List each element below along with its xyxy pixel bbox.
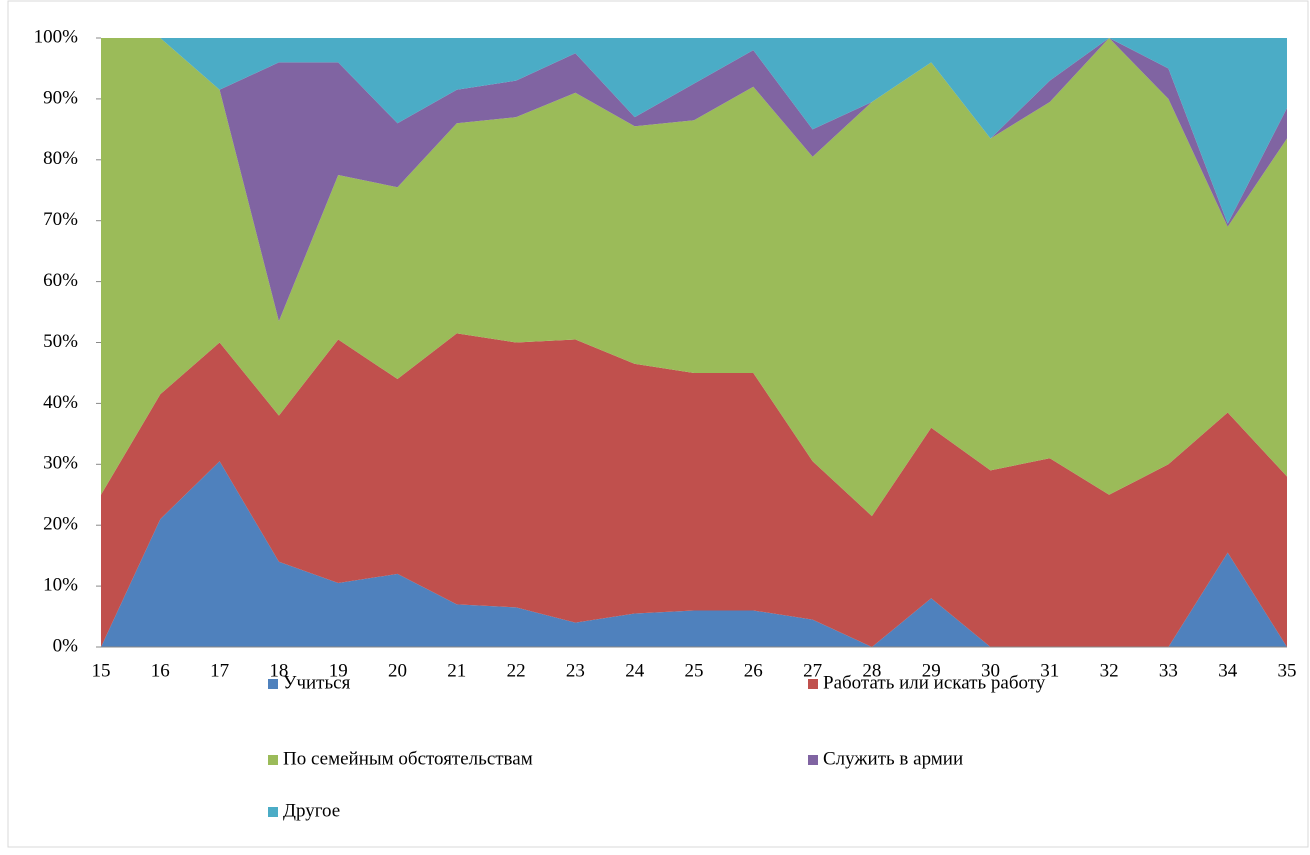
legend-label: Учиться (283, 672, 351, 693)
area (101, 38, 1287, 517)
legend-swatch (268, 807, 278, 817)
legend-swatch (268, 755, 278, 765)
x-tick-label: 32 (1100, 660, 1119, 681)
y-tick-label: 0% (53, 635, 79, 656)
area (101, 333, 1287, 647)
y-tick-label: 80% (43, 148, 78, 169)
y-tick-label: 70% (43, 209, 78, 230)
x-tick-label: 23 (566, 660, 585, 681)
area (101, 461, 1287, 647)
legend-label: Служить в армии (823, 748, 963, 769)
x-tick-label: 18 (269, 660, 288, 681)
y-tick-label: 20% (43, 514, 78, 535)
x-tick-label: 26 (744, 660, 763, 681)
x-tick-label: 27 (803, 660, 822, 681)
area (101, 38, 1287, 224)
x-tick-label: 35 (1278, 660, 1297, 681)
x-tick-label: 30 (981, 660, 1000, 681)
y-tick-label: 100% (34, 26, 79, 47)
y-tick-label: 10% (43, 574, 78, 595)
legend-label: Работать или искать работу (823, 672, 1046, 693)
legend-swatch (268, 679, 278, 689)
legend-swatch (808, 679, 818, 689)
x-tick-label: 29 (922, 660, 941, 681)
y-tick-label: 90% (43, 87, 78, 108)
x-tick-label: 22 (507, 660, 526, 681)
legend-label: По семейным обстоятельствам (283, 748, 533, 769)
y-tick-label: 40% (43, 392, 78, 413)
legend-label: Другое (283, 800, 340, 821)
x-tick-label: 17 (210, 660, 229, 681)
x-tick-label: 28 (862, 660, 881, 681)
x-tick-label: 24 (625, 660, 645, 681)
x-tick-label: 15 (92, 660, 111, 681)
x-tick-label: 31 (1040, 660, 1059, 681)
x-tick-label: 21 (447, 660, 466, 681)
y-tick-label: 30% (43, 453, 78, 474)
x-tick-label: 25 (685, 660, 704, 681)
area (101, 38, 1287, 322)
legend-swatch (808, 755, 818, 765)
x-tick-label: 20 (388, 660, 407, 681)
x-tick-label: 34 (1218, 660, 1238, 681)
x-tick-label: 33 (1159, 660, 1178, 681)
y-tick-label: 60% (43, 270, 78, 291)
x-tick-label: 19 (329, 660, 348, 681)
y-tick-label: 50% (43, 331, 78, 352)
x-tick-label: 16 (151, 660, 170, 681)
